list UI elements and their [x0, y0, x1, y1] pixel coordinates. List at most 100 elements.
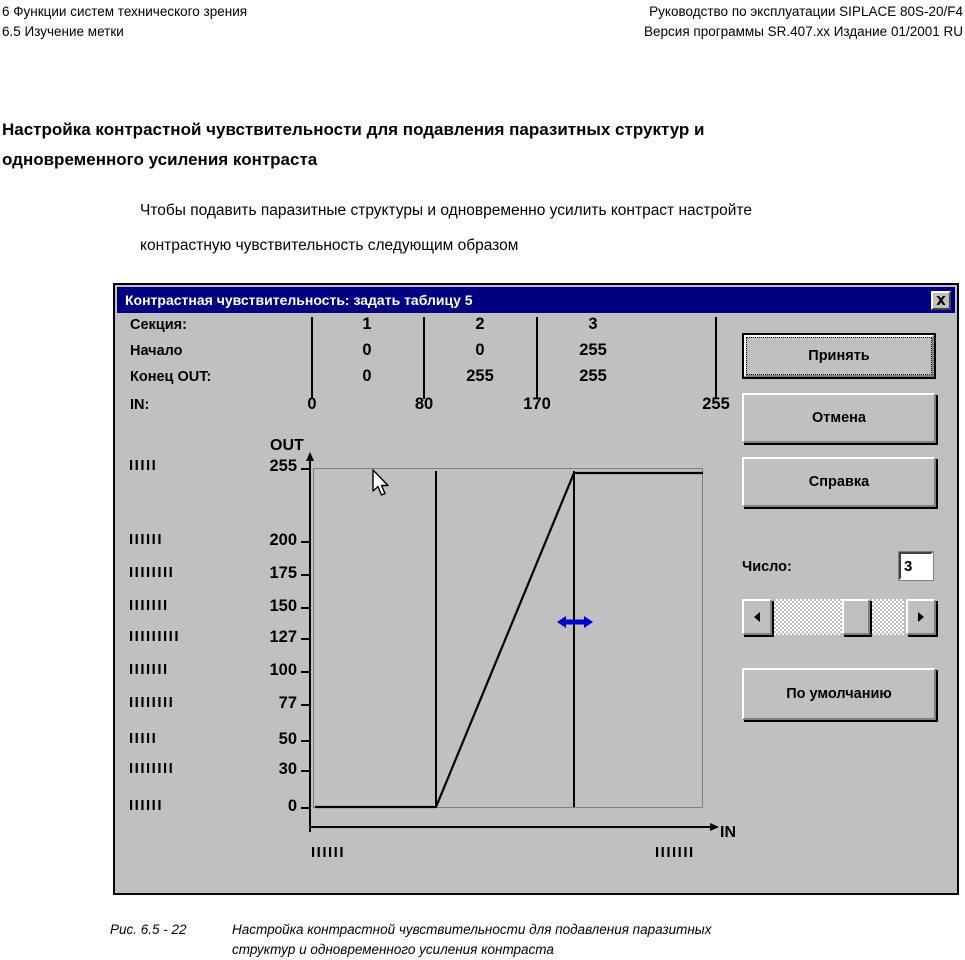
table-row-label-section: Секция: — [130, 317, 187, 333]
table-cell-start-3: 255 — [579, 341, 607, 359]
cancel-button[interactable]: Отмена — [742, 393, 936, 443]
table-cell-in-0: 0 — [307, 395, 317, 413]
page-title: Настройка контрастной чувствительности д… — [2, 115, 960, 175]
scrollbar-thumb[interactable] — [841, 599, 870, 635]
triangle-right-icon[interactable] — [906, 599, 936, 635]
table-separator-2 — [423, 317, 425, 399]
dialog-titlebar[interactable]: Контрастная чувствительность: задать таб… — [117, 287, 955, 313]
chart-ytickmark-255 — [301, 468, 310, 470]
scan-artifact-row-9: IIIIIIII — [129, 760, 175, 777]
page-header-right: Руководство по эксплуатации SIPLACE 80S-… — [644, 2, 963, 42]
chart-y-axis-label: OUT — [270, 437, 304, 454]
cancel-button-label: Отмена — [812, 410, 866, 426]
chart-ytickmark-150 — [301, 607, 310, 609]
horizontal-resize-arrow-icon[interactable] — [557, 614, 593, 630]
table-cell-end-out-1: 0 — [362, 367, 372, 385]
chart-plot-area[interactable] — [313, 468, 703, 809]
body-line-2: контрастную чувствительность следующим о… — [140, 237, 519, 254]
scan-artifact-bottom-right: IIIIIII — [655, 844, 695, 861]
scan-artifact-row-8: IIIII — [129, 730, 158, 747]
table-separator-4 — [715, 317, 717, 399]
page-title-line-2: одновременного усиления контраста — [2, 150, 318, 169]
chart-ytickmark-100 — [301, 671, 310, 673]
scan-artifact-row-7: IIIIIIII — [129, 694, 175, 711]
close-x-glyph — [936, 295, 946, 305]
figure-caption-number: Рис. 6.5 - 22 — [110, 922, 187, 937]
restore-defaults-button-label: По умолчанию — [786, 686, 892, 702]
help-button[interactable]: Справка — [742, 457, 936, 507]
table-cell-section-3: 3 — [588, 315, 598, 333]
scan-artifact-row-2: IIIIII — [129, 531, 164, 548]
accept-button[interactable]: Принять — [742, 333, 936, 379]
page-title-line-1: Настройка контрастной чувствительности д… — [2, 120, 705, 139]
triangle-left-glyph — [754, 612, 760, 622]
header-section: 6.5 Изучение метки — [2, 24, 124, 39]
scan-artifact-bottom-left: IIIIII — [311, 844, 346, 861]
chart-ytick-30: 30 — [278, 760, 297, 778]
page-header-left: 6 Функции систем технического зрения 6.5… — [2, 2, 247, 42]
table-cell-end-out-2: 255 — [466, 367, 494, 385]
scan-artifact-row-6: IIIIIII — [129, 661, 169, 678]
chart-ytickmark-30 — [301, 770, 310, 772]
accept-button-label: Принять — [808, 348, 870, 364]
contrast-sensitivity-dialog: Контрастная чувствительность: задать таб… — [113, 283, 959, 895]
table-row-label-end-out: Конец OUT: — [130, 369, 212, 385]
table-cell-start-2: 0 — [475, 341, 485, 359]
table-cell-in-80: 80 — [414, 395, 434, 413]
table-cell-start-1: 0 — [362, 341, 372, 359]
help-button-label: Справка — [808, 474, 870, 490]
header-chapter: 6 Функции систем технического зрения — [2, 4, 248, 19]
scan-artifact-row-3: IIIIIIII — [129, 564, 175, 581]
chart-ytick-77: 77 — [278, 694, 297, 712]
triangle-left-icon[interactable] — [742, 599, 772, 635]
chart-ytick-50: 50 — [278, 730, 297, 748]
chart-ytick-0: 0 — [287, 797, 297, 815]
transfer-curve-polyline — [315, 471, 703, 809]
chart-ytick-100: 100 — [269, 661, 297, 679]
header-version: Версия программы SR.407.xx Издание 01/20… — [644, 24, 963, 39]
page-header: 6 Функции систем технического зрения 6.5… — [0, 0, 965, 44]
chart-x-axis-label: IN — [720, 824, 736, 841]
chart-ytickmark-77 — [301, 704, 310, 706]
chart-ytickmark-50 — [301, 740, 310, 742]
chart-ytick-175: 175 — [269, 564, 297, 582]
number-scrollbar[interactable] — [742, 599, 936, 635]
chart-y-axis — [306, 452, 314, 832]
table-cell-section-2: 2 — [475, 315, 485, 333]
body-line-1: Чтобы подавить паразитные структуры и од… — [140, 202, 752, 219]
table-cell-in-255: 255 — [702, 395, 730, 413]
scrollbar-track[interactable] — [774, 599, 904, 635]
chart-ytickmark-0 — [301, 807, 310, 809]
restore-defaults-button[interactable]: По умолчанию — [742, 668, 936, 720]
page-body-text: Чтобы подавить паразитные структуры и од… — [140, 193, 950, 263]
section-table: Секция: Начало Конец OUT: IN: 1 2 3 0 0 … — [115, 313, 735, 423]
table-separator-3 — [536, 317, 538, 399]
chart-ytick-255: 255 — [269, 457, 297, 475]
chart-x-axis — [310, 823, 719, 831]
scan-artifact-row-10: IIIIII — [129, 797, 164, 814]
scan-artifact-row-5: IIIIIIIII — [129, 628, 181, 645]
chart-ytickmark-127 — [301, 638, 310, 640]
chart-ytickmark-175 — [301, 574, 310, 576]
close-icon[interactable] — [931, 290, 951, 310]
figure-caption-text: Настройка контрастной чувствительности д… — [232, 920, 852, 960]
mouse-pointer-icon — [372, 469, 389, 496]
dialog-title: Контрастная чувствительность: задать таб… — [125, 292, 473, 308]
number-input[interactable]: 3 — [898, 551, 934, 581]
chart-ytick-200: 200 — [269, 531, 297, 549]
chart-ytick-127: 127 — [269, 628, 297, 646]
table-row-label-start: Начало — [130, 343, 183, 359]
chart-ytickmark-200 — [301, 541, 310, 543]
table-separator-1 — [311, 317, 313, 399]
triangle-right-glyph — [918, 612, 924, 622]
figure-caption-line-2: структур и одновременного усиления контр… — [232, 942, 554, 957]
header-manual: Руководство по эксплуатации SIPLACE 80S-… — [649, 4, 963, 19]
scan-artifact-row-1: IIIII — [129, 457, 158, 474]
scan-artifact-row-4: IIIIIII — [129, 597, 169, 614]
table-cell-section-1: 1 — [362, 315, 372, 333]
chart-ytick-150: 150 — [269, 597, 297, 615]
table-cell-in-170: 170 — [523, 395, 551, 413]
figure-caption-line-1: Настройка контрастной чувствительности д… — [232, 922, 712, 937]
table-row-label-in: IN: — [130, 397, 150, 413]
number-label: Число: — [742, 559, 792, 575]
